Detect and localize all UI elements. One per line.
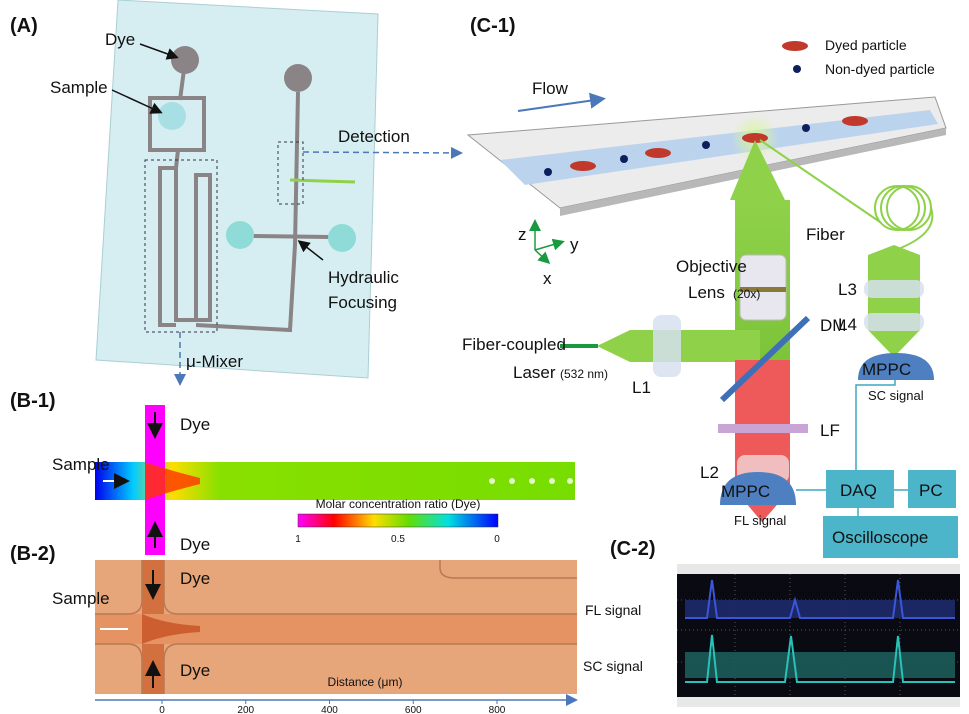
label: FL signal: [734, 513, 786, 528]
chip: [96, 0, 378, 378]
label: Dye: [180, 661, 210, 680]
beam: [868, 245, 920, 255]
colorbar-title: Molar concentration ratio (Dye): [316, 497, 481, 511]
label: Hydraulic: [328, 268, 399, 287]
colorbar: [298, 514, 498, 527]
label: Sample: [52, 455, 110, 474]
label: Objective: [676, 257, 747, 276]
panel-b1: (B-1) Sample Dye Dye Molar concentration…: [10, 390, 575, 555]
label: Detection: [338, 127, 410, 146]
axes-icon: [535, 222, 562, 262]
legend-label: Dyed particle: [825, 37, 907, 53]
label: DAQ: [840, 481, 877, 500]
flow-arrow: [518, 99, 602, 111]
lens: [864, 313, 924, 331]
label: Fiber-coupled: [462, 335, 566, 354]
axis-label: y: [570, 235, 579, 254]
sample-inlet: [158, 102, 186, 130]
label: Dye: [180, 569, 210, 588]
colorbar-tick: 1: [295, 534, 301, 545]
beam: [868, 330, 920, 357]
label: Sample: [50, 78, 108, 97]
label: Laser: [513, 363, 556, 382]
label: μ-Mixer: [186, 352, 243, 371]
label: (20x): [733, 287, 760, 301]
label: Flow: [532, 79, 569, 98]
beam: [630, 330, 760, 362]
axis-label: z: [518, 225, 527, 244]
label: PC: [919, 481, 943, 500]
figure: (A) Dye Sample Detection Hydraulic Focus…: [0, 0, 969, 714]
colorbar-tick: 0.5: [391, 534, 405, 545]
axis-tick-label: 200: [237, 705, 254, 714]
axis-tick-label: 400: [321, 705, 338, 714]
sc-noise: [685, 652, 955, 678]
axis-tick-label: 600: [405, 705, 422, 714]
lens: [864, 280, 924, 298]
panel-c2: (C-2) FL signal SC signal: [583, 538, 960, 707]
label: (532 nm): [560, 367, 608, 381]
label: L4: [838, 315, 857, 334]
lens: [653, 315, 681, 377]
legend-label: Non-dyed particle: [825, 61, 935, 77]
colorbar-tick: 0: [494, 534, 500, 545]
panel-label: (A): [10, 15, 38, 37]
fl-noise: [685, 600, 955, 618]
scope-footer: [677, 697, 960, 707]
panel-a: (A) Dye Sample Detection Hydraulic Focus…: [10, 0, 460, 383]
panel-label: (B-2): [10, 543, 56, 565]
panel-label: (C-1): [470, 15, 516, 37]
axis-title: Distance (μm): [328, 675, 403, 689]
label: Dye: [180, 535, 210, 554]
label: Sample: [52, 589, 110, 608]
label: LF: [820, 421, 840, 440]
outlet: [284, 64, 312, 92]
beam: [597, 330, 630, 362]
axis-label: x: [543, 269, 552, 288]
legend-marker: [782, 41, 808, 51]
axis-ticks: 0 200 400 600 800: [159, 700, 506, 714]
axis-tick-label: 0: [159, 705, 165, 714]
label: Focusing: [328, 293, 397, 312]
dye-inlet: [171, 46, 199, 74]
sheath-inlet: [226, 221, 254, 249]
label: FL signal: [585, 602, 641, 618]
arrow: [303, 152, 460, 153]
axis-tick-label: 800: [489, 705, 506, 714]
label: Dye: [180, 415, 210, 434]
label: L2: [700, 463, 719, 482]
label: Oscilloscope: [832, 528, 928, 547]
legend-marker: [793, 65, 801, 73]
label: L3: [838, 280, 857, 299]
scope-screen: [677, 564, 960, 707]
filter: [718, 424, 808, 433]
label: MPPC: [721, 482, 770, 501]
sheath-inlet: [328, 224, 356, 252]
label: Lens: [688, 283, 725, 302]
label: Fiber: [806, 225, 845, 244]
panel-label: (C-2): [610, 538, 656, 560]
label: Dye: [105, 30, 135, 49]
scope-header: [677, 564, 960, 574]
label: SC signal: [868, 388, 924, 403]
panel-label: (B-1): [10, 390, 56, 412]
label: SC signal: [583, 658, 643, 674]
panel-b2: (B-2) Sample Dye Dye Distance (μm) 0 200 4…: [10, 543, 577, 714]
label: MPPC: [862, 360, 911, 379]
label: L1: [632, 378, 651, 397]
